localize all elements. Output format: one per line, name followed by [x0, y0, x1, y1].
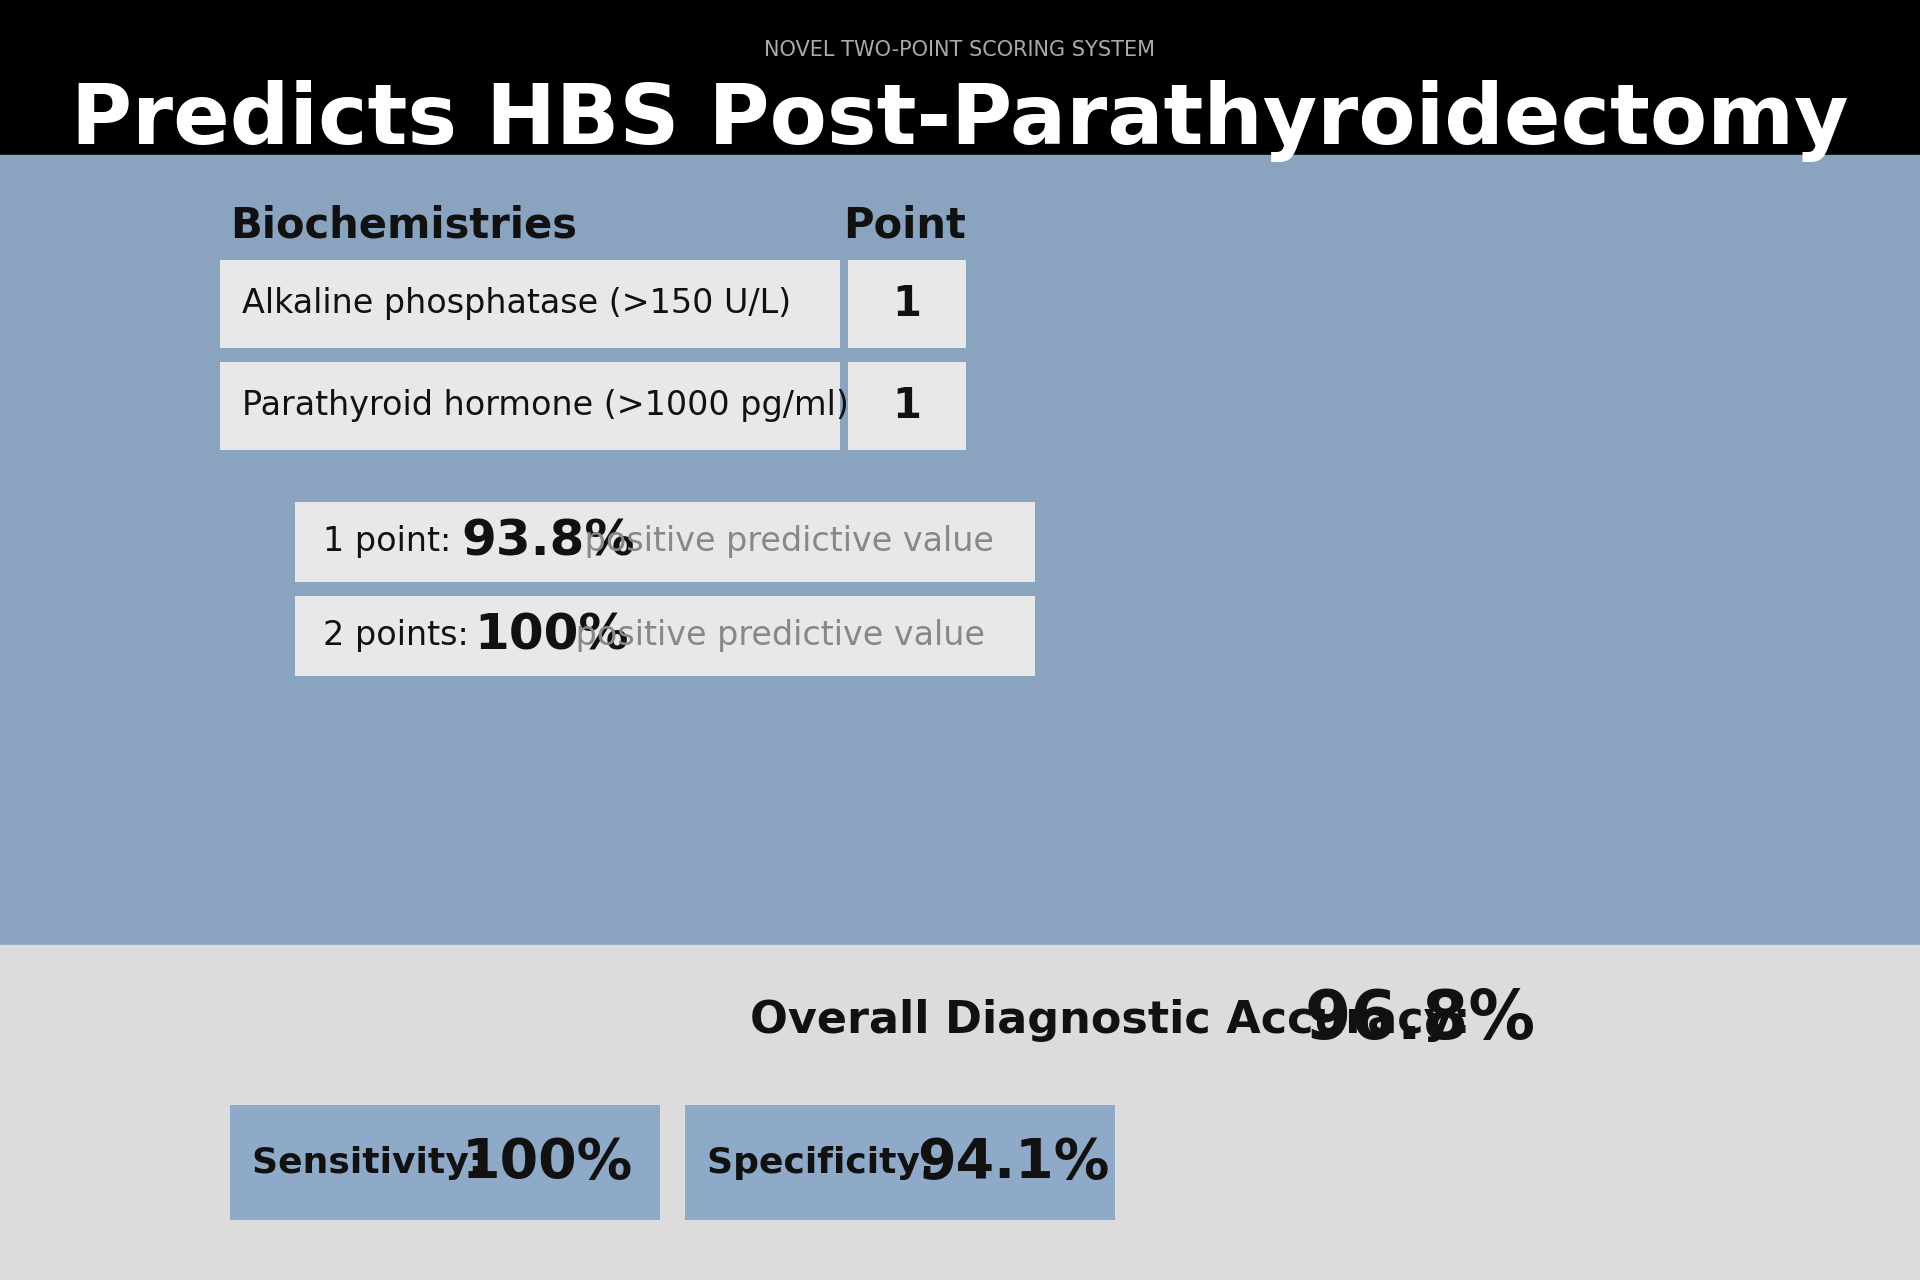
- Bar: [0, 945, 1920, 1280]
- Text: 2 points:: 2 points:: [323, 620, 490, 653]
- Bar: [221, 362, 841, 451]
- Text: Specificity:: Specificity:: [707, 1146, 960, 1179]
- Bar: [221, 260, 841, 348]
- Text: Sensitivity:: Sensitivity:: [252, 1146, 509, 1179]
- Text: 94.1%: 94.1%: [918, 1135, 1110, 1189]
- Text: Alkaline phosphatase (>150 U/L): Alkaline phosphatase (>150 U/L): [242, 288, 791, 320]
- Bar: [296, 596, 1035, 676]
- Bar: [0, 155, 1920, 945]
- Text: positive predictive value: positive predictive value: [574, 526, 993, 558]
- Text: Predicts HBS Post-Parathyroidectomy: Predicts HBS Post-Parathyroidectomy: [71, 79, 1849, 163]
- Text: Parathyroid hormone (>1000 pg/ml): Parathyroid hormone (>1000 pg/ml): [242, 389, 849, 422]
- Text: 100%: 100%: [474, 612, 630, 660]
- Bar: [230, 1105, 660, 1220]
- Text: 96.8%: 96.8%: [1306, 987, 1536, 1053]
- Text: 1: 1: [893, 283, 922, 325]
- Bar: [849, 362, 966, 451]
- Bar: [0, 0, 1920, 155]
- Text: Overall Diagnostic Accuracy:: Overall Diagnostic Accuracy:: [751, 998, 1501, 1042]
- Text: NOVEL TWO-POINT SCORING SYSTEM: NOVEL TWO-POINT SCORING SYSTEM: [764, 40, 1156, 60]
- Text: 1 point:: 1 point:: [323, 526, 472, 558]
- Bar: [296, 502, 1035, 582]
- Text: 1: 1: [893, 385, 922, 428]
- Text: Biochemistries: Biochemistries: [230, 205, 578, 247]
- Text: 93.8%: 93.8%: [461, 518, 634, 566]
- Text: positive predictive value: positive predictive value: [564, 620, 985, 653]
- Text: Point: Point: [843, 205, 966, 247]
- Bar: [849, 260, 966, 348]
- Text: 100%: 100%: [463, 1135, 634, 1189]
- Bar: [685, 1105, 1116, 1220]
